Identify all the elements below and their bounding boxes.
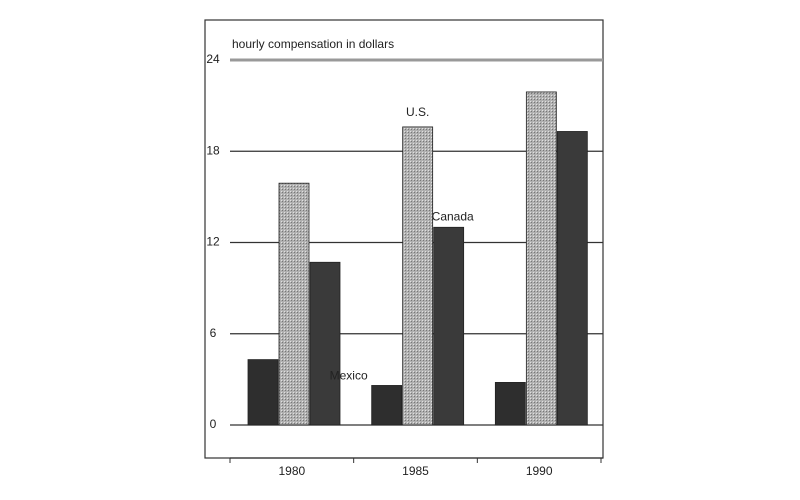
series-label: Canada <box>432 209 474 223</box>
bar <box>371 385 403 426</box>
bar <box>309 261 341 426</box>
bar <box>525 91 557 426</box>
y-tick-label: 6 <box>210 326 217 340</box>
series-label: Mexico <box>330 369 368 383</box>
y-tick-label: 24 <box>206 52 220 66</box>
y-tick-label: 18 <box>206 143 220 157</box>
bar <box>402 126 434 426</box>
bar <box>278 182 310 426</box>
x-tick-label: 1985 <box>402 464 429 478</box>
x-tick-label: 1980 <box>278 464 305 478</box>
bar <box>556 131 588 426</box>
y-axis-label: hourly compensation in dollars <box>232 37 394 51</box>
bar <box>433 226 465 426</box>
bar <box>494 382 526 426</box>
y-tick-label: 0 <box>210 417 217 431</box>
series-label: U.S. <box>406 105 429 119</box>
y-tick-label: 12 <box>206 235 220 249</box>
x-tick-label: 1990 <box>526 464 553 478</box>
bar <box>247 359 279 426</box>
